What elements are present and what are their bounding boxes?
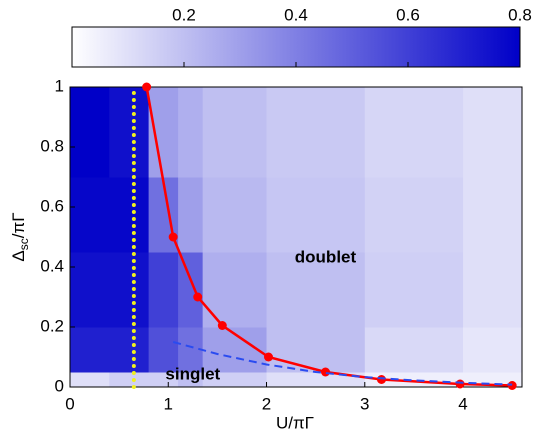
heatmap-cell (70, 177, 110, 253)
heatmap-cell (178, 372, 204, 388)
heatmap-cell (148, 87, 179, 178)
x-tick-label: 1 (164, 394, 173, 413)
heatmap-cell (148, 327, 179, 373)
heatmap-cell (266, 252, 366, 328)
heatmap-cell (463, 87, 523, 178)
series-marker (217, 321, 227, 330)
colorbar-tick-label: 0.6 (396, 5, 420, 24)
heatmap-cell (463, 327, 523, 373)
x-axis-label: U/πΓ (276, 413, 314, 432)
y-tick-label: 0.2 (40, 316, 64, 335)
heatmap-cell (109, 372, 150, 388)
series-marker (168, 232, 178, 242)
heatmap-cell (266, 87, 366, 178)
heatmap-cell (364, 87, 464, 178)
y-tick-label: 0.6 (40, 196, 64, 215)
heatmap-cell (202, 252, 268, 328)
series-line (172, 341, 513, 386)
y-tick-label: 0 (55, 376, 64, 395)
series-marker (193, 292, 203, 302)
heatmap-cell (148, 372, 179, 388)
heatmap-cell (70, 252, 110, 328)
colorbar-tick-label: 0.8 (508, 5, 532, 24)
colorbar (71, 26, 521, 68)
heatmap-cell (109, 177, 150, 253)
heatmap-cell (202, 177, 268, 253)
x-tick-label: 4 (458, 394, 467, 413)
heatmap-cell (202, 87, 268, 178)
y-tick-label: 0.8 (40, 136, 64, 155)
heatmap-cell (266, 372, 366, 388)
annotation: singlet (165, 364, 220, 383)
heatmap-cell (148, 252, 179, 328)
plot-frame (69, 86, 523, 388)
heatmap-cell (70, 372, 110, 388)
series-marker (263, 352, 273, 362)
y-label-sub: sc (17, 238, 31, 250)
y-axis-label: Δsc/πΓ (9, 212, 31, 261)
y-tick-label: 0.4 (40, 256, 64, 275)
series-marker (142, 82, 152, 92)
x-tick-label: 3 (360, 394, 369, 413)
heatmap-cell (109, 87, 150, 178)
heatmap-cell (109, 327, 150, 373)
y-label-main: Δ (9, 250, 28, 261)
heatmap-cell (202, 372, 268, 388)
series-marker (376, 375, 386, 384)
series-marker (507, 381, 517, 390)
heatmap-cell (266, 327, 366, 373)
heatmap-cell (70, 87, 110, 178)
heatmap-cell (70, 327, 110, 373)
annotation: doublet (295, 247, 357, 266)
heatmap-cell (364, 252, 464, 328)
colorbar-tick-label: 0.4 (284, 5, 308, 24)
x-tick-label: 2 (262, 394, 271, 413)
x-tick-label: 0 (65, 394, 74, 413)
heatmap-cell (463, 252, 523, 328)
heatmap-cell (109, 252, 150, 328)
heatmap-cell (364, 177, 464, 253)
heatmap-cell (178, 177, 204, 253)
y-tick-label: 1 (55, 76, 64, 95)
series-marker (455, 379, 465, 389)
heatmap-cell (178, 252, 204, 328)
y-label-rest: /πΓ (9, 212, 28, 238)
heatmap-cell (463, 177, 523, 253)
series-marker (320, 367, 330, 377)
heatmap-cell (178, 87, 204, 178)
heatmap-cell (364, 327, 464, 373)
heatmap-cell (266, 177, 366, 253)
colorbar-tick-label: 0.2 (172, 5, 196, 24)
